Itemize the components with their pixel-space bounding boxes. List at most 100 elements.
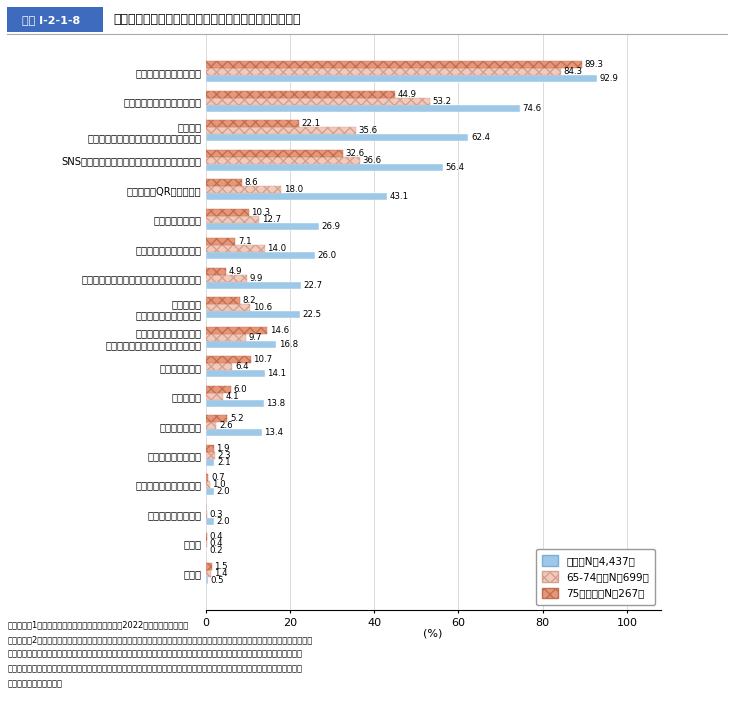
- Bar: [206, 510, 207, 517]
- Bar: [206, 209, 249, 216]
- Text: 2.6: 2.6: [219, 421, 233, 430]
- Text: 44.9: 44.9: [397, 90, 416, 99]
- Text: 22.7: 22.7: [304, 281, 323, 290]
- Bar: [206, 356, 250, 363]
- Text: 56.4: 56.4: [446, 163, 465, 172]
- Bar: [206, 245, 264, 252]
- Bar: [206, 275, 247, 282]
- Text: 4.1: 4.1: [225, 392, 239, 401]
- Bar: [206, 415, 228, 422]
- Bar: [206, 488, 214, 496]
- Text: 1.9: 1.9: [216, 444, 230, 453]
- Bar: [206, 128, 355, 135]
- Text: 14.1: 14.1: [267, 369, 286, 379]
- Text: 16.8: 16.8: [279, 340, 298, 349]
- Text: 9.7: 9.7: [249, 333, 263, 341]
- Text: 0.7: 0.7: [211, 473, 225, 482]
- Text: 「インターネット上で利用しているものを全てお選びください。」との問に対する回答数が、全体の多い順に表示（複: 「インターネット上で利用しているものを全てお選びください。」との問に対する回答数…: [7, 665, 302, 674]
- Bar: [206, 363, 233, 370]
- Text: 1.0: 1.0: [212, 480, 226, 489]
- Text: 1.5: 1.5: [214, 562, 228, 571]
- Text: 53.2: 53.2: [432, 97, 451, 106]
- Text: 14.6: 14.6: [269, 326, 288, 334]
- Text: 26.0: 26.0: [318, 252, 337, 260]
- Bar: [206, 179, 241, 186]
- Bar: [206, 533, 207, 540]
- Text: 35.6: 35.6: [358, 126, 377, 135]
- Bar: [206, 193, 387, 200]
- Text: 4.9: 4.9: [229, 266, 242, 275]
- Text: 7.1: 7.1: [238, 237, 252, 246]
- Bar: [206, 75, 597, 83]
- Text: （備考）　1．消費者庁「消費者意識基本調査」（2022年度）により作成。: （備考） 1．消費者庁「消費者意識基本調査」（2022年度）により作成。: [7, 620, 189, 629]
- Text: 13.8: 13.8: [266, 399, 286, 408]
- Text: インターネット上で「利用している」もの（年齢層別）: インターネット上で「利用している」もの（年齢層別）: [114, 13, 301, 26]
- Bar: [206, 97, 429, 105]
- Text: 6.4: 6.4: [235, 362, 249, 372]
- Bar: [206, 105, 520, 112]
- Bar: [206, 570, 211, 577]
- Bar: [206, 517, 214, 525]
- Text: 2.3: 2.3: [218, 451, 231, 460]
- Bar: [206, 216, 259, 223]
- Text: 2．「あなたは、普段、パソコンやスマートフォン等でインターネットをどの程度利用していますか。」との問に対し、「ほ: 2．「あなたは、普段、パソコンやスマートフォン等でインターネットをどの程度利用し…: [7, 635, 313, 644]
- Text: 0.4: 0.4: [210, 532, 223, 541]
- Bar: [206, 370, 265, 377]
- Bar: [206, 474, 208, 481]
- Text: 数回答）。: 数回答）。: [7, 679, 62, 688]
- Bar: [206, 268, 226, 275]
- Bar: [206, 297, 240, 304]
- Text: 92.9: 92.9: [600, 74, 618, 83]
- Text: 13.4: 13.4: [264, 428, 283, 437]
- Text: 5.2: 5.2: [230, 414, 244, 423]
- Bar: [206, 444, 214, 451]
- Text: 9.9: 9.9: [250, 273, 263, 283]
- Text: 2.1: 2.1: [217, 458, 230, 467]
- Text: 2.0: 2.0: [217, 517, 230, 526]
- Text: 図表 I-2-1-8: 図表 I-2-1-8: [22, 15, 81, 25]
- Text: 0.5: 0.5: [210, 576, 224, 585]
- Text: 8.2: 8.2: [243, 296, 256, 305]
- Bar: [206, 282, 301, 289]
- Bar: [206, 400, 264, 407]
- Bar: [206, 304, 250, 311]
- Text: 10.7: 10.7: [253, 355, 272, 364]
- Bar: [206, 186, 281, 193]
- Text: 14.0: 14.0: [267, 244, 286, 253]
- Bar: [206, 164, 443, 171]
- Bar: [206, 238, 236, 245]
- Legend: 全体（N＝4,437）, 65-74歳（N＝699）, 75歳以上（N＝267）: 全体（N＝4,437）, 65-74歳（N＝699）, 75歳以上（N＝267）: [536, 549, 655, 605]
- Text: 32.6: 32.6: [346, 149, 365, 158]
- Bar: [206, 393, 223, 400]
- Text: 6.0: 6.0: [233, 385, 247, 393]
- Bar: [206, 120, 299, 128]
- Text: 62.4: 62.4: [471, 133, 490, 142]
- Text: 43.1: 43.1: [390, 192, 409, 201]
- Text: 0.3: 0.3: [209, 510, 223, 519]
- Text: 2.0: 2.0: [217, 487, 230, 496]
- Bar: [206, 90, 395, 97]
- Bar: [206, 540, 207, 547]
- Text: 0.4: 0.4: [210, 539, 223, 548]
- Text: 22.5: 22.5: [303, 311, 322, 319]
- Bar: [206, 135, 468, 142]
- Text: 8.6: 8.6: [244, 178, 258, 187]
- Text: 89.3: 89.3: [584, 60, 603, 69]
- Bar: [206, 562, 212, 570]
- Bar: [206, 334, 247, 341]
- Bar: [206, 429, 262, 436]
- Bar: [206, 577, 208, 584]
- Text: とんど毎日利用している」、「毎日ではないが定期的に利用している」又は「時々利用している」と回答した人への、: とんど毎日利用している」、「毎日ではないが定期的に利用している」又は「時々利用し…: [7, 650, 302, 659]
- Text: 36.6: 36.6: [363, 156, 382, 165]
- Text: 0.2: 0.2: [209, 546, 222, 555]
- Text: 12.7: 12.7: [261, 215, 280, 224]
- Bar: [206, 68, 561, 75]
- Text: 1.4: 1.4: [214, 569, 228, 578]
- Text: 22.1: 22.1: [301, 119, 320, 128]
- Bar: [206, 341, 276, 348]
- Bar: [206, 311, 300, 318]
- Bar: [206, 327, 267, 334]
- Bar: [206, 481, 210, 488]
- Bar: [206, 223, 319, 230]
- X-axis label: (%): (%): [424, 629, 443, 639]
